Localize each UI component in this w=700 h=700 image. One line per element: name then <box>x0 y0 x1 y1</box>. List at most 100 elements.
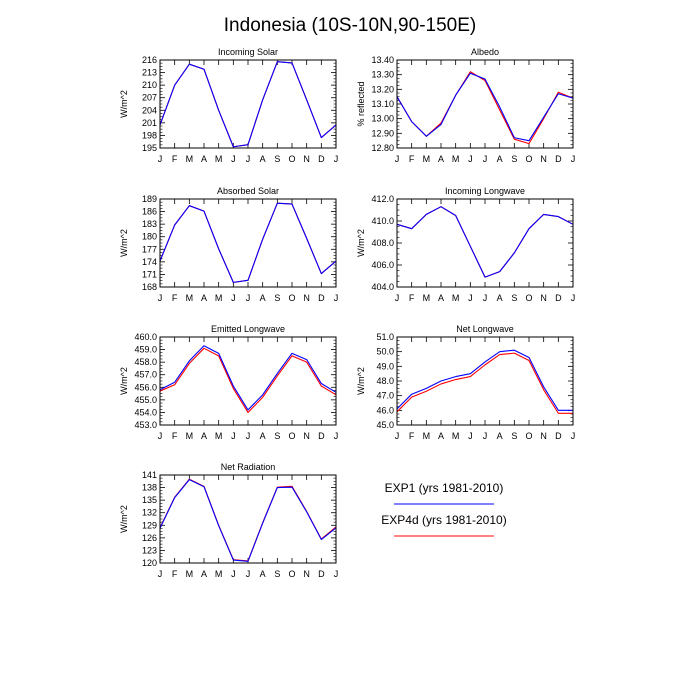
x-tick-label: J <box>334 569 339 579</box>
x-tick-label: J <box>158 569 163 579</box>
x-tick-label: A <box>438 154 444 164</box>
plot-frame <box>159 59 337 149</box>
panel-emitted-longwave: Emitted Longwave 453.0 454.0 455.0 456.0 457.… <box>119 324 338 441</box>
y-tick-label: 13.40 <box>371 55 394 65</box>
x-tick-label: M <box>423 293 431 303</box>
y-tick-label: 404.0 <box>371 282 394 292</box>
legend-label: EXP4d (yrs 1981-2010) <box>381 513 506 527</box>
x-tick-label: O <box>288 569 295 579</box>
legend-label: EXP1 (yrs 1981-2010) <box>385 481 504 495</box>
x-tick-label: N <box>303 569 310 579</box>
y-tick-label: 48.0 <box>376 376 394 386</box>
panel-title: Incoming Solar <box>218 47 278 57</box>
y-tick-label: 174 <box>142 257 157 267</box>
y-tick-label: 141 <box>142 470 157 480</box>
figure-title: Indonesia (10S-10N,90-150E) <box>224 15 476 36</box>
y-tick-label: 458.0 <box>134 357 157 367</box>
y-tick-label: 12.90 <box>371 128 394 138</box>
y-axis-label: W/m^2 <box>119 505 129 533</box>
panel-title: Net Longwave <box>456 324 514 334</box>
y-tick-label: 46.0 <box>376 405 394 415</box>
y-tick-label: 123 <box>142 545 157 555</box>
y-tick-label: 49.0 <box>376 361 394 371</box>
x-tick-label: N <box>303 293 310 303</box>
y-tick-label: 177 <box>142 244 157 254</box>
y-tick-label: 412.0 <box>371 194 394 204</box>
x-tick-label: M <box>423 431 431 441</box>
y-tick-label: 13.00 <box>371 114 394 124</box>
x-tick-label: J <box>231 431 236 441</box>
x-tick-label: S <box>274 431 280 441</box>
y-tick-label: 204 <box>142 105 157 115</box>
y-tick-label: 207 <box>142 93 157 103</box>
x-tick-label: J <box>246 293 251 303</box>
legend: EXP1 (yrs 1981-2010) EXP4d (yrs 1981-2010… <box>381 481 507 537</box>
x-tick-label: A <box>497 154 503 164</box>
y-tick-label: 198 <box>142 130 157 140</box>
y-tick-label: 126 <box>142 533 157 543</box>
x-tick-label: N <box>540 431 547 441</box>
series-line-exp1-yrs-1981-2010 <box>159 61 337 148</box>
x-tick-label: M <box>452 431 460 441</box>
x-tick-label: J <box>483 431 488 441</box>
x-tick-label: A <box>497 293 503 303</box>
x-tick-label: F <box>172 293 178 303</box>
y-tick-label: 132 <box>142 508 157 518</box>
x-tick-label: D <box>318 154 325 164</box>
x-tick-label: J <box>483 154 488 164</box>
x-tick-label: S <box>511 154 517 164</box>
x-tick-label: F <box>409 431 415 441</box>
y-tick-label: 50.0 <box>376 347 394 357</box>
y-tick-label: 168 <box>142 282 157 292</box>
x-tick-label: N <box>303 431 310 441</box>
y-tick-label: 47.0 <box>376 391 394 401</box>
x-tick-label: A <box>497 431 503 441</box>
y-tick-label: 216 <box>142 55 157 65</box>
x-tick-label: M <box>452 293 460 303</box>
panel-title: Emitted Longwave <box>211 324 285 334</box>
x-tick-label: F <box>409 154 415 164</box>
x-tick-label: A <box>438 293 444 303</box>
x-tick-label: J <box>246 154 251 164</box>
x-tick-label: D <box>555 431 562 441</box>
y-tick-label: 183 <box>142 219 157 229</box>
panel-net-longwave: Net Longwave 45.0 46.0 47.0 48.0 49.0 50.0 51.0… <box>356 324 575 441</box>
x-tick-label: J <box>158 154 163 164</box>
y-tick-label: 408.0 <box>371 238 394 248</box>
y-axis-label: W/m^2 <box>119 229 129 257</box>
x-tick-label: A <box>201 431 207 441</box>
y-axis-label: W/m^2 <box>119 367 129 395</box>
x-tick-label: S <box>274 569 280 579</box>
series-line-exp4d-yrs-1981-2010 <box>159 347 337 413</box>
x-tick-label: M <box>186 431 194 441</box>
x-tick-label: J <box>483 293 488 303</box>
y-tick-label: 45.0 <box>376 420 394 430</box>
panel-title: Net Radiation <box>221 462 276 472</box>
x-tick-label: M <box>423 154 431 164</box>
x-tick-label: O <box>288 154 295 164</box>
panel-title: Albedo <box>471 47 499 57</box>
x-tick-label: J <box>571 154 576 164</box>
y-tick-label: 120 <box>142 558 157 568</box>
x-tick-label: F <box>409 293 415 303</box>
x-tick-label: J <box>246 431 251 441</box>
panel-title: Absorbed Solar <box>217 186 279 196</box>
x-tick-label: J <box>158 431 163 441</box>
y-tick-label: 186 <box>142 207 157 217</box>
x-tick-label: J <box>231 569 236 579</box>
x-tick-label: A <box>260 569 266 579</box>
panel-incoming-longwave: Incoming Longwave 404.0 406.0 408.0 410.0 412… <box>356 186 575 303</box>
y-tick-label: 456.0 <box>134 382 157 392</box>
x-tick-label: M <box>452 154 460 164</box>
y-tick-label: 195 <box>142 143 157 153</box>
plot-frame <box>159 336 337 426</box>
x-tick-label: J <box>231 293 236 303</box>
panel-title: Incoming Longwave <box>445 186 525 196</box>
x-tick-label: F <box>172 154 178 164</box>
y-tick-label: 453.0 <box>134 420 157 430</box>
series-line-exp1-yrs-1981-2010 <box>396 349 573 411</box>
x-tick-label: S <box>274 154 280 164</box>
x-tick-label: J <box>334 431 339 441</box>
x-tick-label: M <box>215 154 223 164</box>
